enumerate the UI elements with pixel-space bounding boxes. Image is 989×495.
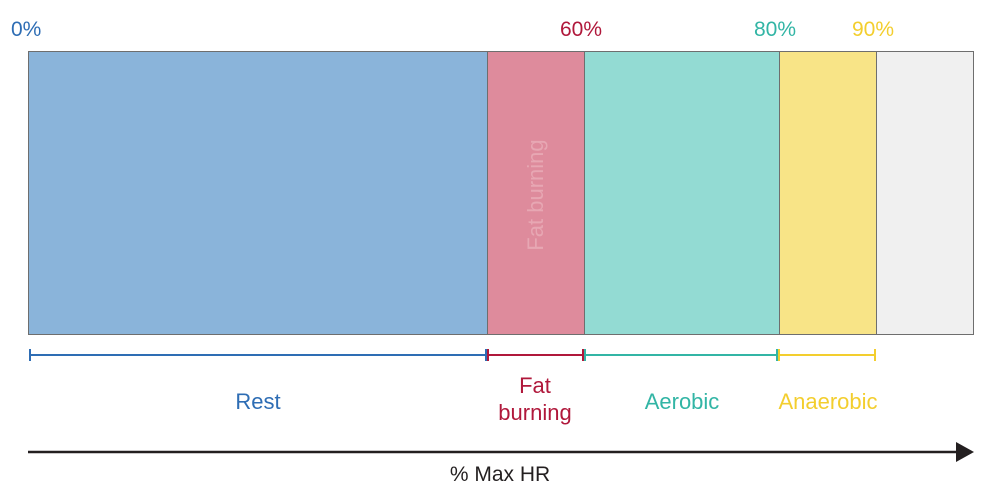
- fat-burning-inner-label: Fat burning: [523, 139, 548, 251]
- percent-label-80: 80%: [754, 18, 797, 41]
- range-tick: [778, 349, 780, 361]
- range-line-aerobic: [584, 354, 778, 356]
- percent-label-60: 60%: [560, 18, 603, 41]
- range-tick: [584, 349, 586, 361]
- zone-label-fat-burning-line2: burning: [498, 400, 572, 425]
- range-tick: [487, 349, 489, 361]
- zone-bar-max: [876, 51, 974, 335]
- percent-label-0: 0%: [11, 18, 42, 41]
- range-tick: [29, 349, 31, 361]
- range-tick: [874, 349, 876, 361]
- range-line-fat-burning: [487, 354, 584, 356]
- zone-bar-rest: [28, 51, 488, 335]
- zone-label-anaerobic: Anaerobic: [778, 389, 878, 414]
- zone-bar-anaerobic: [779, 51, 877, 335]
- range-line-anaerobic: [778, 354, 876, 356]
- range-line-rest: [29, 354, 487, 356]
- zone-label-fat-burning-line1: Fat: [519, 373, 551, 398]
- zone-bar-aerobic: [584, 51, 780, 335]
- zone-label-rest: Rest: [235, 389, 281, 414]
- percent-label-90: 90%: [852, 18, 895, 41]
- range-tick: [776, 349, 778, 361]
- zone-bar-fat-burning: [487, 51, 585, 335]
- axis-label: % Max HR: [449, 463, 551, 486]
- range-tick: [582, 349, 584, 361]
- range-tick: [485, 349, 487, 361]
- zone-label-aerobic: Aerobic: [644, 389, 720, 414]
- zone-label-fat-burning: Fat burning: [480, 372, 590, 426]
